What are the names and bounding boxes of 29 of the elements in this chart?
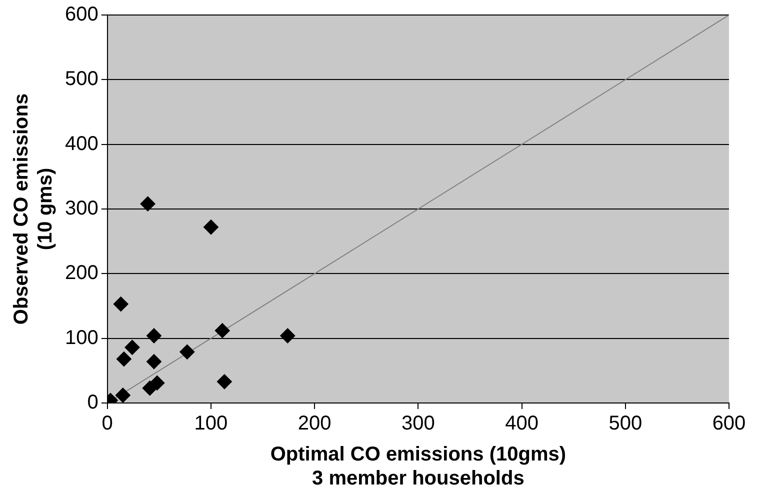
point xyxy=(180,344,195,360)
point xyxy=(146,354,162,370)
point xyxy=(280,328,296,344)
x-tick-label: 600 xyxy=(712,412,746,435)
x-axis-title: Optimal CO emissions (10gms) 3 member households xyxy=(270,444,566,490)
y-tick-label: 100 xyxy=(64,326,98,349)
point xyxy=(203,220,218,235)
point xyxy=(142,380,158,396)
x-tick-label: 300 xyxy=(401,412,435,435)
y-tick-label: 0 xyxy=(87,392,98,414)
x-tick-label: 200 xyxy=(298,412,332,435)
point xyxy=(113,296,128,312)
point xyxy=(140,196,156,212)
x-tick-label: 400 xyxy=(505,412,538,435)
y-axis-title: Observed CO emissions (10 gms) xyxy=(10,93,57,325)
point xyxy=(214,323,230,338)
point xyxy=(124,340,140,355)
x-tick-label: 0 xyxy=(102,412,113,435)
x-tick-label: 100 xyxy=(194,412,228,435)
y-tick-label: 400 xyxy=(64,132,98,155)
point xyxy=(146,328,162,344)
y-tick-label: 500 xyxy=(64,68,98,90)
point xyxy=(216,374,232,390)
y-tick-label: 200 xyxy=(64,262,98,284)
point xyxy=(115,388,130,403)
y-tick-label: 300 xyxy=(64,198,98,220)
point xyxy=(116,352,132,367)
x-tick-label: 500 xyxy=(608,412,642,435)
y-tick-label: 600 xyxy=(64,4,98,26)
